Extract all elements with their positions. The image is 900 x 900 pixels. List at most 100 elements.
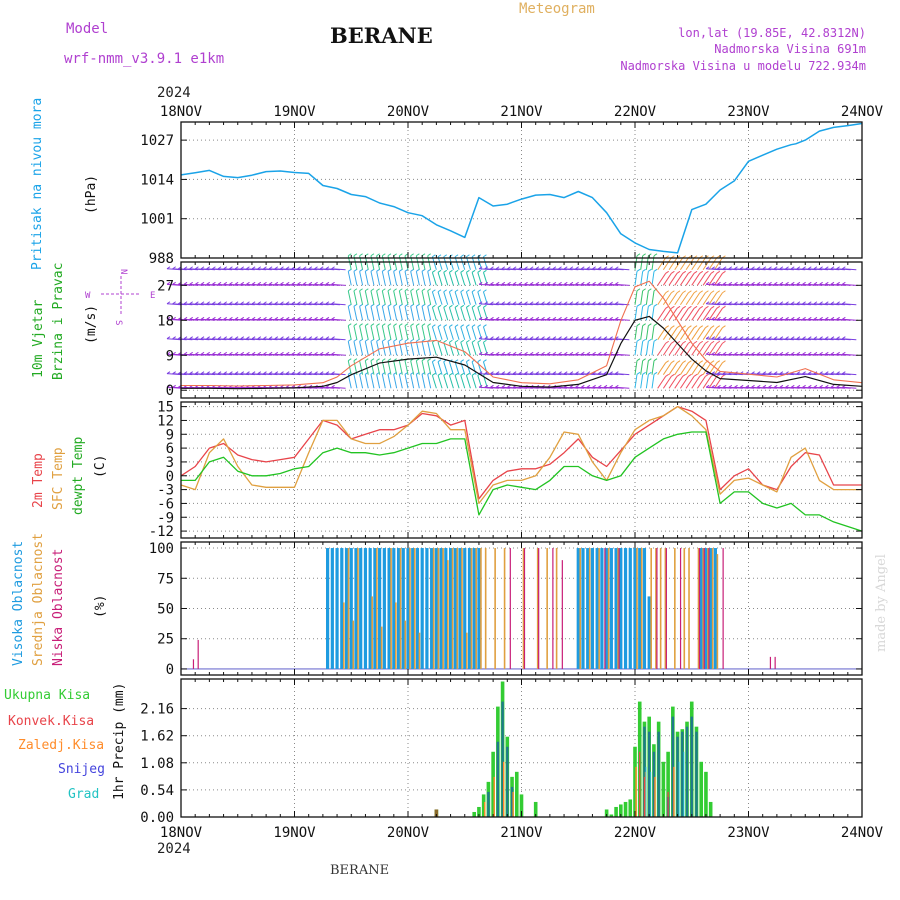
high-cloud-bar — [600, 548, 604, 669]
wind-barb-flag — [454, 359, 459, 363]
wind-barb-flag — [501, 281, 506, 285]
snow-precip-bar — [647, 731, 651, 817]
wind-barb-flag — [796, 336, 801, 340]
wind-barb-flag — [490, 266, 494, 270]
wind-barb — [708, 327, 718, 340]
wind-barb — [421, 360, 426, 375]
wind-barb-flag — [518, 351, 523, 355]
footer-station: BERANE — [330, 863, 389, 878]
high-cloud-bar — [368, 548, 372, 669]
wind-barb-flag — [609, 336, 613, 340]
high-cloud-bar — [609, 548, 613, 669]
wind-barb-flag — [416, 358, 420, 362]
wind-barb-flag — [172, 371, 176, 375]
wind-barb-flag — [598, 316, 602, 320]
wind-barb-flag — [507, 301, 511, 305]
wind-barb-flag — [648, 358, 652, 362]
wind-barb-flag — [454, 339, 459, 343]
low-cloud-bar — [552, 548, 554, 669]
wind-barb-flag — [478, 336, 483, 340]
wind-barb-flag — [739, 266, 744, 270]
wind-barb-flag — [825, 281, 829, 285]
wind-barb — [634, 271, 638, 286]
y-tick-label: 0 — [166, 469, 174, 485]
wind-barb-flag — [257, 371, 262, 375]
snow-precip-bar — [671, 716, 675, 817]
wind-barb-flag — [609, 281, 613, 285]
wind-barb-flag — [280, 266, 284, 270]
wind-barb-flag — [251, 266, 256, 270]
high-cloud-bar — [326, 548, 330, 669]
wind-barb — [634, 325, 638, 340]
wind-barb-flag — [524, 266, 528, 270]
wind-barb — [376, 360, 381, 375]
high-cloud-bar — [392, 548, 396, 669]
cloud-labels: Visoka Oblacnost Srednja Oblacnost Niska… — [11, 533, 108, 666]
y-tick-label: 12 — [157, 413, 174, 429]
wind-barb — [714, 342, 723, 356]
wind-barb-flag — [711, 336, 716, 340]
wind-barb-flag — [302, 281, 307, 285]
wind-barb-flag — [722, 305, 726, 309]
wind-barb-flag — [466, 254, 470, 258]
wind-barb-flag — [665, 290, 669, 294]
wind-barb — [443, 256, 449, 270]
wind-barb — [674, 273, 684, 286]
wind-barb-flag — [427, 253, 431, 257]
wind-barb — [431, 342, 437, 356]
wind-barb-flag — [807, 266, 812, 270]
temp2m-ylabel: 2m Temp — [31, 453, 46, 508]
wind-barb-flag — [172, 351, 176, 355]
wind-barb-flag — [722, 316, 727, 320]
pressure-labels: Pritisak na nivou mora (hPa) — [30, 98, 99, 270]
wind-barb — [471, 326, 477, 340]
wind-barb-flag — [325, 384, 330, 388]
wind-barb-flag — [653, 323, 658, 327]
wind-barb-flag — [773, 281, 778, 285]
wind-barb-flag — [756, 301, 761, 305]
wind-barb-flag — [785, 316, 789, 320]
wind-barb-flag — [454, 289, 459, 293]
wind-barb-flag — [722, 301, 727, 305]
wind-barb — [465, 342, 471, 356]
wind-barb-flag — [734, 316, 738, 320]
mid-cloud-bar — [395, 602, 397, 669]
wind-barb-flag — [246, 351, 250, 355]
wind-barb-flag — [785, 266, 789, 270]
total-precip-bar — [533, 801, 538, 817]
wind-barb — [398, 271, 403, 286]
wind-barb-flag — [705, 336, 710, 340]
wind-barb-flag — [745, 301, 750, 305]
wind-barb-flag — [636, 338, 641, 342]
wind-barb-flag — [471, 304, 476, 308]
wind-barb — [415, 341, 420, 356]
wind-barb-flag — [580, 351, 585, 355]
wind-barb — [640, 325, 644, 340]
wind-barb-flag — [842, 336, 846, 340]
wind-barb-flag — [615, 281, 619, 285]
wind-barb-flag — [454, 372, 459, 376]
wind-barb — [443, 361, 449, 375]
wind-barb-flag — [580, 316, 585, 320]
high-cloud-bar — [420, 548, 424, 669]
wind-barb-flag — [762, 371, 767, 375]
wind-barb-flag — [711, 316, 716, 320]
wind-barb-flag — [751, 266, 755, 270]
wind-barb-flag — [189, 281, 193, 285]
wind-barb-flag — [393, 288, 397, 292]
wind-barb-flag — [546, 351, 551, 355]
wind-barb — [331, 338, 346, 341]
wind-barb-flag — [734, 336, 738, 340]
mid-cloud-bar — [465, 632, 468, 669]
wind-barb — [615, 283, 630, 286]
y-tick-label: 1001 — [140, 212, 174, 228]
snow-precip-bar — [487, 791, 490, 817]
wind-barb — [702, 273, 712, 286]
wind-barb-flag — [302, 301, 307, 305]
wind-barb-flag — [387, 253, 392, 257]
wind-labels: 10m Vjetar Brzina i Pravac (m/s) N S W E — [31, 263, 155, 380]
snow-precip-bar — [643, 726, 646, 817]
high-cloud-bar — [633, 548, 637, 669]
station-title: BERANE — [330, 23, 433, 48]
